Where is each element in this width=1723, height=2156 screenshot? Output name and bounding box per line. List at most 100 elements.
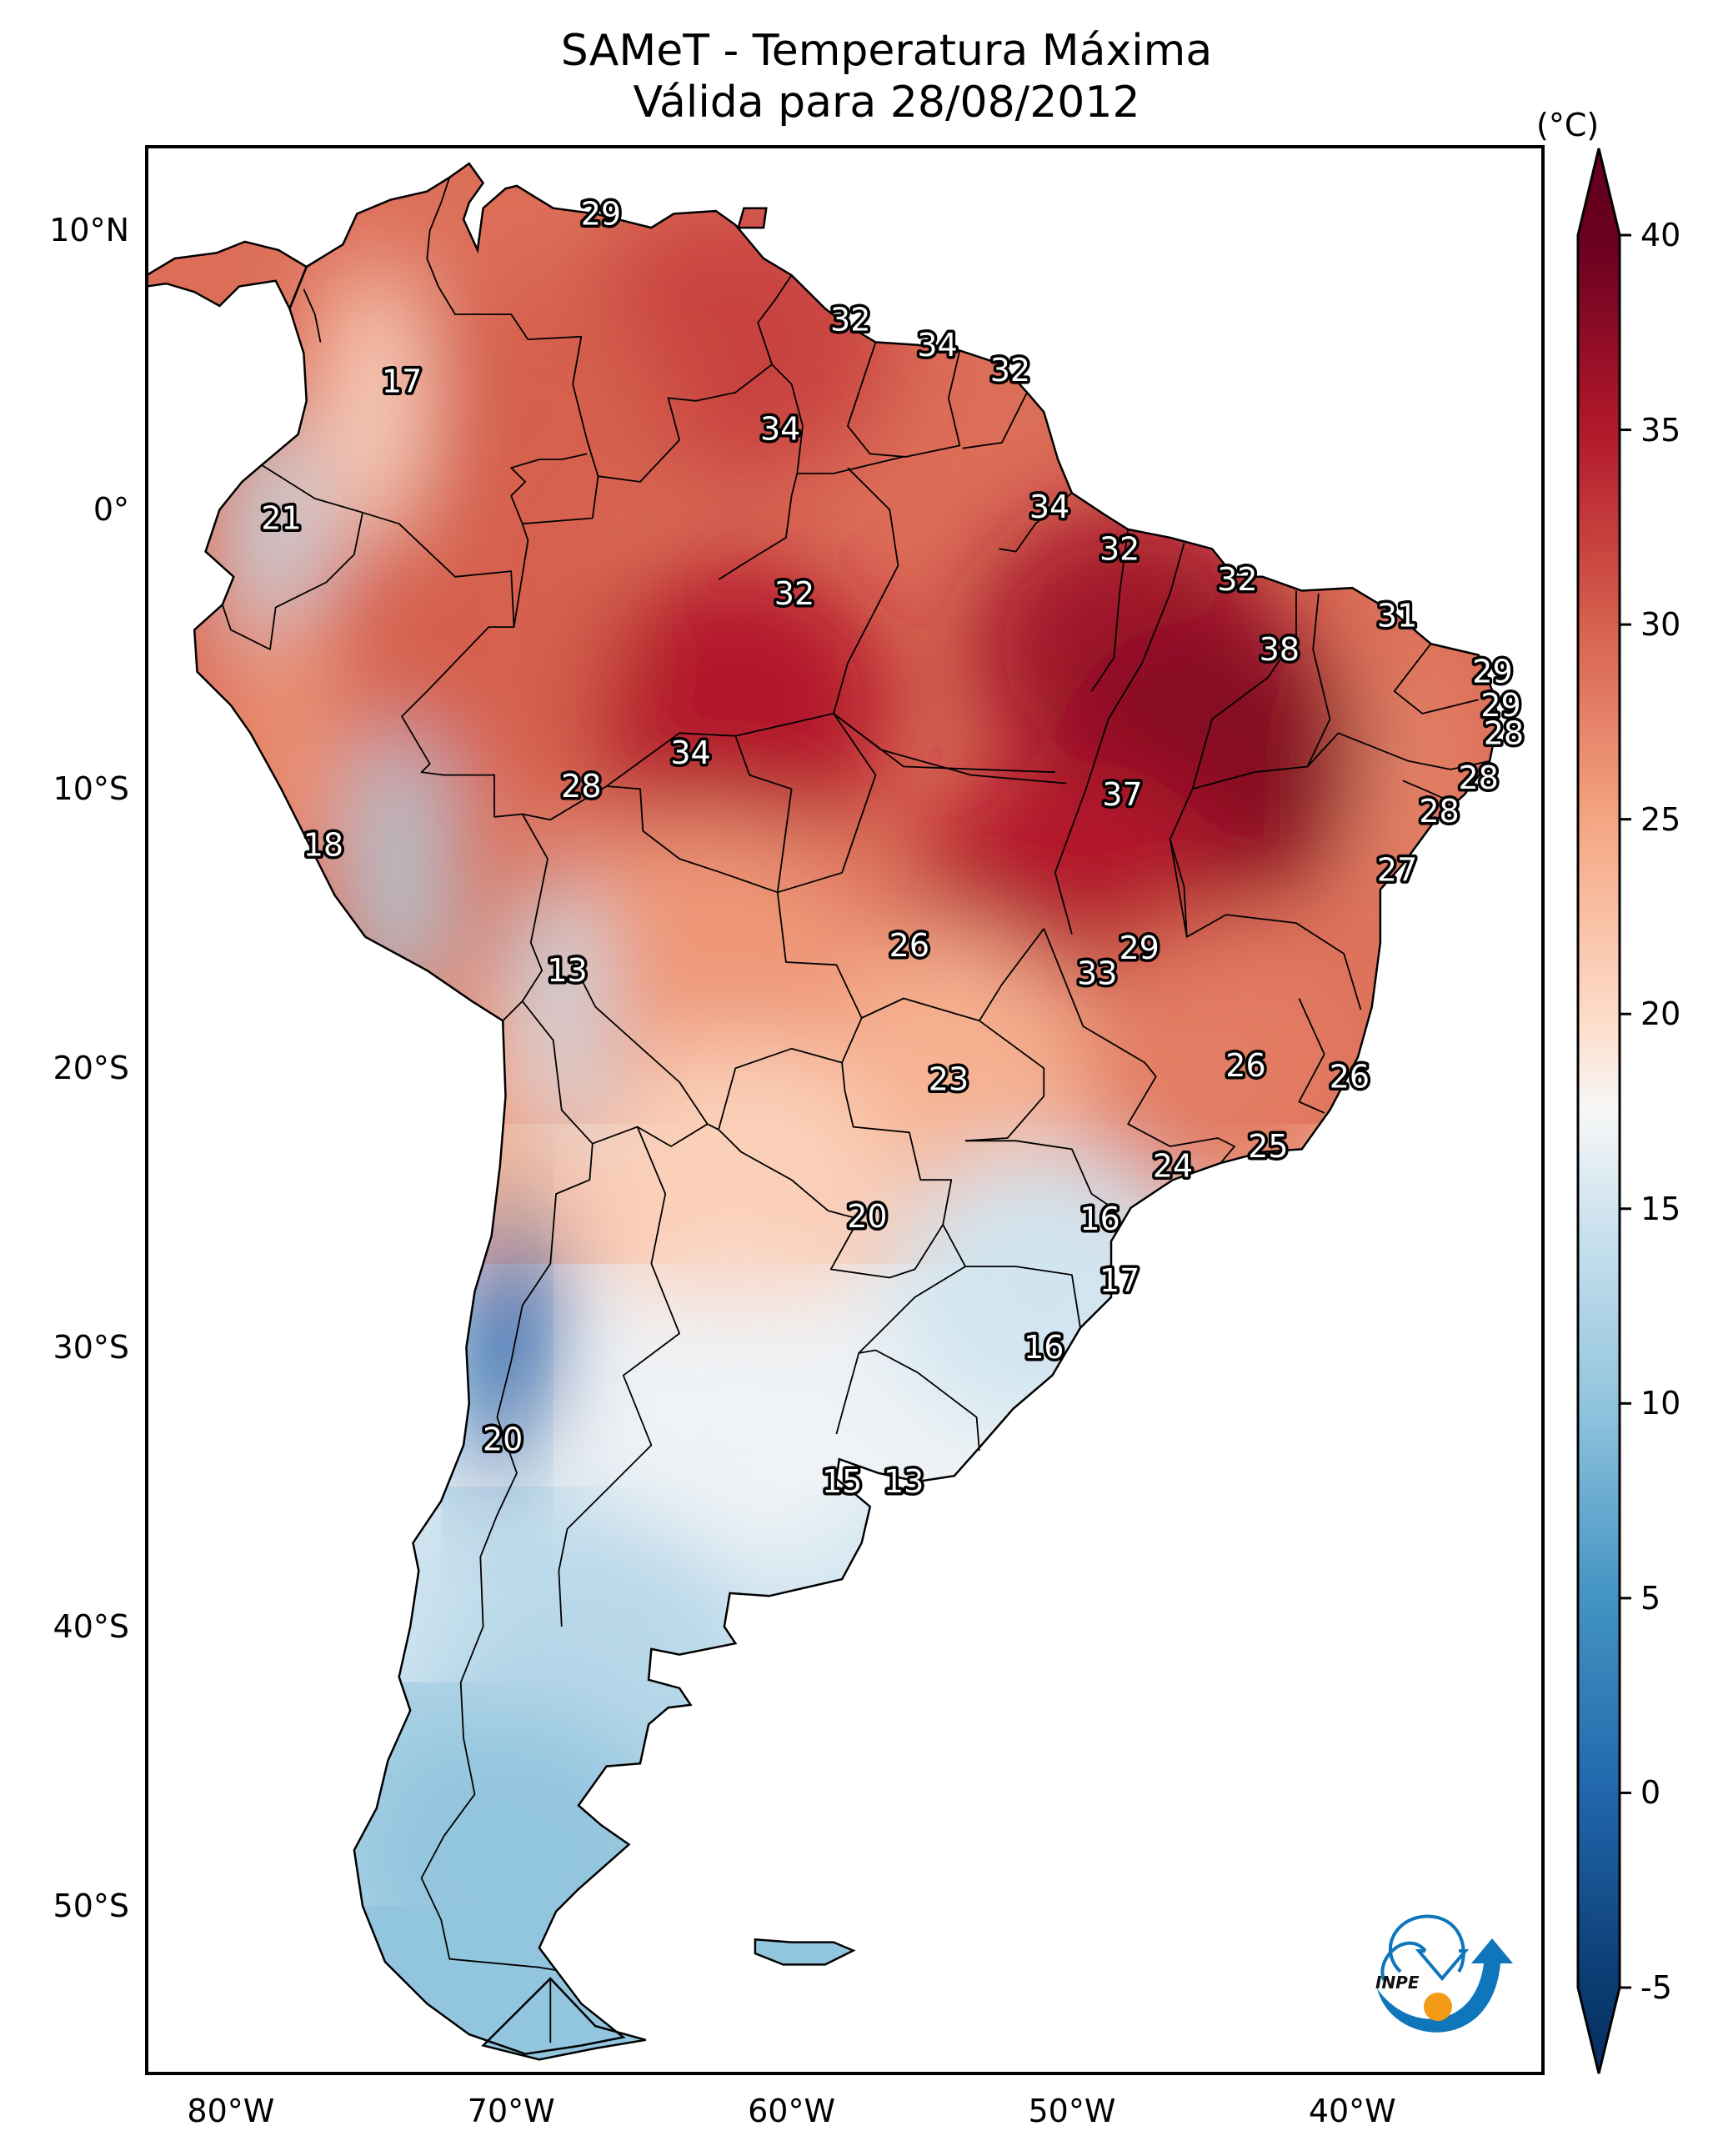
coastline-segment <box>193 162 1500 2055</box>
chart-title-line2: Válida para 28/08/2012 <box>633 78 1140 128</box>
border-segment <box>1054 543 1185 935</box>
temperature-label: 25 <box>1248 1128 1288 1165</box>
map-frame <box>145 145 1545 2075</box>
logo-text: INPE <box>1375 1973 1420 1993</box>
logo-arrow-up-icon <box>1377 1938 1513 2033</box>
colorbar-tick-label: 15 <box>1640 1190 1681 1227</box>
logo-sun-icon <box>1424 1993 1452 2021</box>
border-segment <box>835 1352 860 1435</box>
field-region-pampas <box>577 1289 894 1573</box>
temperature-label: 37 <box>1102 776 1142 813</box>
lat-tick-label: 0° <box>93 491 129 529</box>
field-band <box>147 1682 1499 1907</box>
political-borders <box>221 177 1490 2043</box>
temperature-label: 29 <box>581 195 621 232</box>
field-region-southeast-brazil <box>1054 926 1371 1211</box>
field-region-bolivia-lowlands <box>548 815 866 1099</box>
border-segment <box>510 453 588 524</box>
field-andes-cold <box>468 1180 526 1516</box>
temperature-label: 29 <box>1480 687 1520 724</box>
temperature-label: 20 <box>483 1421 523 1458</box>
temperature-label: 26 <box>1225 1047 1265 1084</box>
temperature-label: 16 <box>1079 1201 1119 1237</box>
temperature-label: 27 <box>1377 851 1417 888</box>
temperature-label: 28 <box>1419 793 1459 830</box>
border-segment <box>861 997 980 1022</box>
border-segment <box>771 364 904 474</box>
logo-inner-arc-icon <box>1380 1941 1427 1981</box>
border-segment <box>1043 928 1235 1164</box>
border-segment <box>401 476 599 860</box>
border-segment <box>558 1126 680 1627</box>
temperature-label: 21 <box>261 499 301 536</box>
temperature-label: 29 <box>1119 930 1159 966</box>
temperature-label: 34 <box>670 735 710 771</box>
colorbar-tick-label: 5 <box>1640 1579 1661 1617</box>
temperature-label: 13 <box>884 1463 924 1500</box>
temperature-label: 16 <box>1024 1329 1064 1366</box>
temperature-label: 13 <box>547 952 587 989</box>
colorbar-tick-label: 20 <box>1640 995 1681 1033</box>
temperature-label: 32 <box>830 302 870 338</box>
colorbar-tick-label: 40 <box>1640 217 1681 253</box>
border-segment <box>965 1140 1118 1211</box>
coastline-segment <box>481 1977 647 2061</box>
temperature-label: 28 <box>1484 714 1524 751</box>
border-segment <box>777 713 1055 894</box>
temperature-label: 18 <box>303 826 343 863</box>
coastline-segment <box>754 1938 856 1966</box>
border-segment <box>1090 529 1129 692</box>
border-segment <box>606 732 793 893</box>
temperature-label: 34 <box>1029 489 1069 525</box>
field-region-western-amazon <box>296 507 614 791</box>
temperature-label: 17 <box>1099 1262 1139 1299</box>
field-region-chaco <box>577 1038 894 1322</box>
border-segment <box>221 464 363 650</box>
colorbar-tick-label: 25 <box>1640 800 1681 838</box>
border-segment <box>833 467 899 714</box>
border-segment <box>718 1047 953 1225</box>
border-segment <box>847 342 904 458</box>
lat-tick-label: 50°S <box>53 1888 129 1925</box>
lon-tick-label: 70°W <box>467 2093 555 2129</box>
border-segment <box>735 713 1067 785</box>
lat-tick-label: 40°S <box>53 1608 129 1646</box>
inpe-logo: INPE <box>1375 1914 1513 2033</box>
lon-tick-label: 50°W <box>1028 2093 1116 2129</box>
chart-title-line1: SAMeT - Temperatura Máxima <box>560 26 1213 76</box>
temperature-field <box>147 163 1499 2060</box>
temperature-label: 23 <box>929 1061 969 1098</box>
temperature-label: 24 <box>1153 1147 1193 1184</box>
colorbar-gradient <box>1576 148 1621 2074</box>
temperature-label: 28 <box>1458 760 1498 796</box>
border-segment <box>962 392 1028 449</box>
border-segment <box>965 1266 1081 1328</box>
border-segment <box>1192 732 1490 790</box>
border-segment <box>718 473 799 580</box>
coastline <box>147 162 1500 2061</box>
lon-tick-label: 60°W <box>748 2093 836 2129</box>
field-region-andes-colombia <box>325 256 418 540</box>
border-segment <box>572 961 709 1125</box>
border-segment <box>1393 643 1479 714</box>
border-segment <box>426 177 599 477</box>
temperature-label: 20 <box>847 1198 887 1235</box>
temperature-label: 38 <box>1260 631 1300 668</box>
border-segment <box>502 858 548 1021</box>
border-segment <box>1169 839 1362 1010</box>
temperature-label: 17 <box>382 363 422 399</box>
border-segment <box>1298 998 1325 1114</box>
border-segment <box>904 350 961 458</box>
border-segment <box>1306 593 1331 767</box>
temperature-label: 28 <box>561 768 601 805</box>
lat-tick-label: 20°S <box>53 1050 129 1087</box>
border-segment <box>965 928 1045 1142</box>
temperature-label: 31 <box>1377 598 1417 634</box>
border-segment <box>592 1123 719 1147</box>
lat-tick-label: 10°N <box>49 212 129 249</box>
colorbar-tick-label: 30 <box>1640 606 1681 644</box>
field-region-colombia-llanos <box>353 283 670 568</box>
border-segment <box>858 1224 980 1452</box>
temperature-label: 26 <box>1330 1058 1370 1095</box>
